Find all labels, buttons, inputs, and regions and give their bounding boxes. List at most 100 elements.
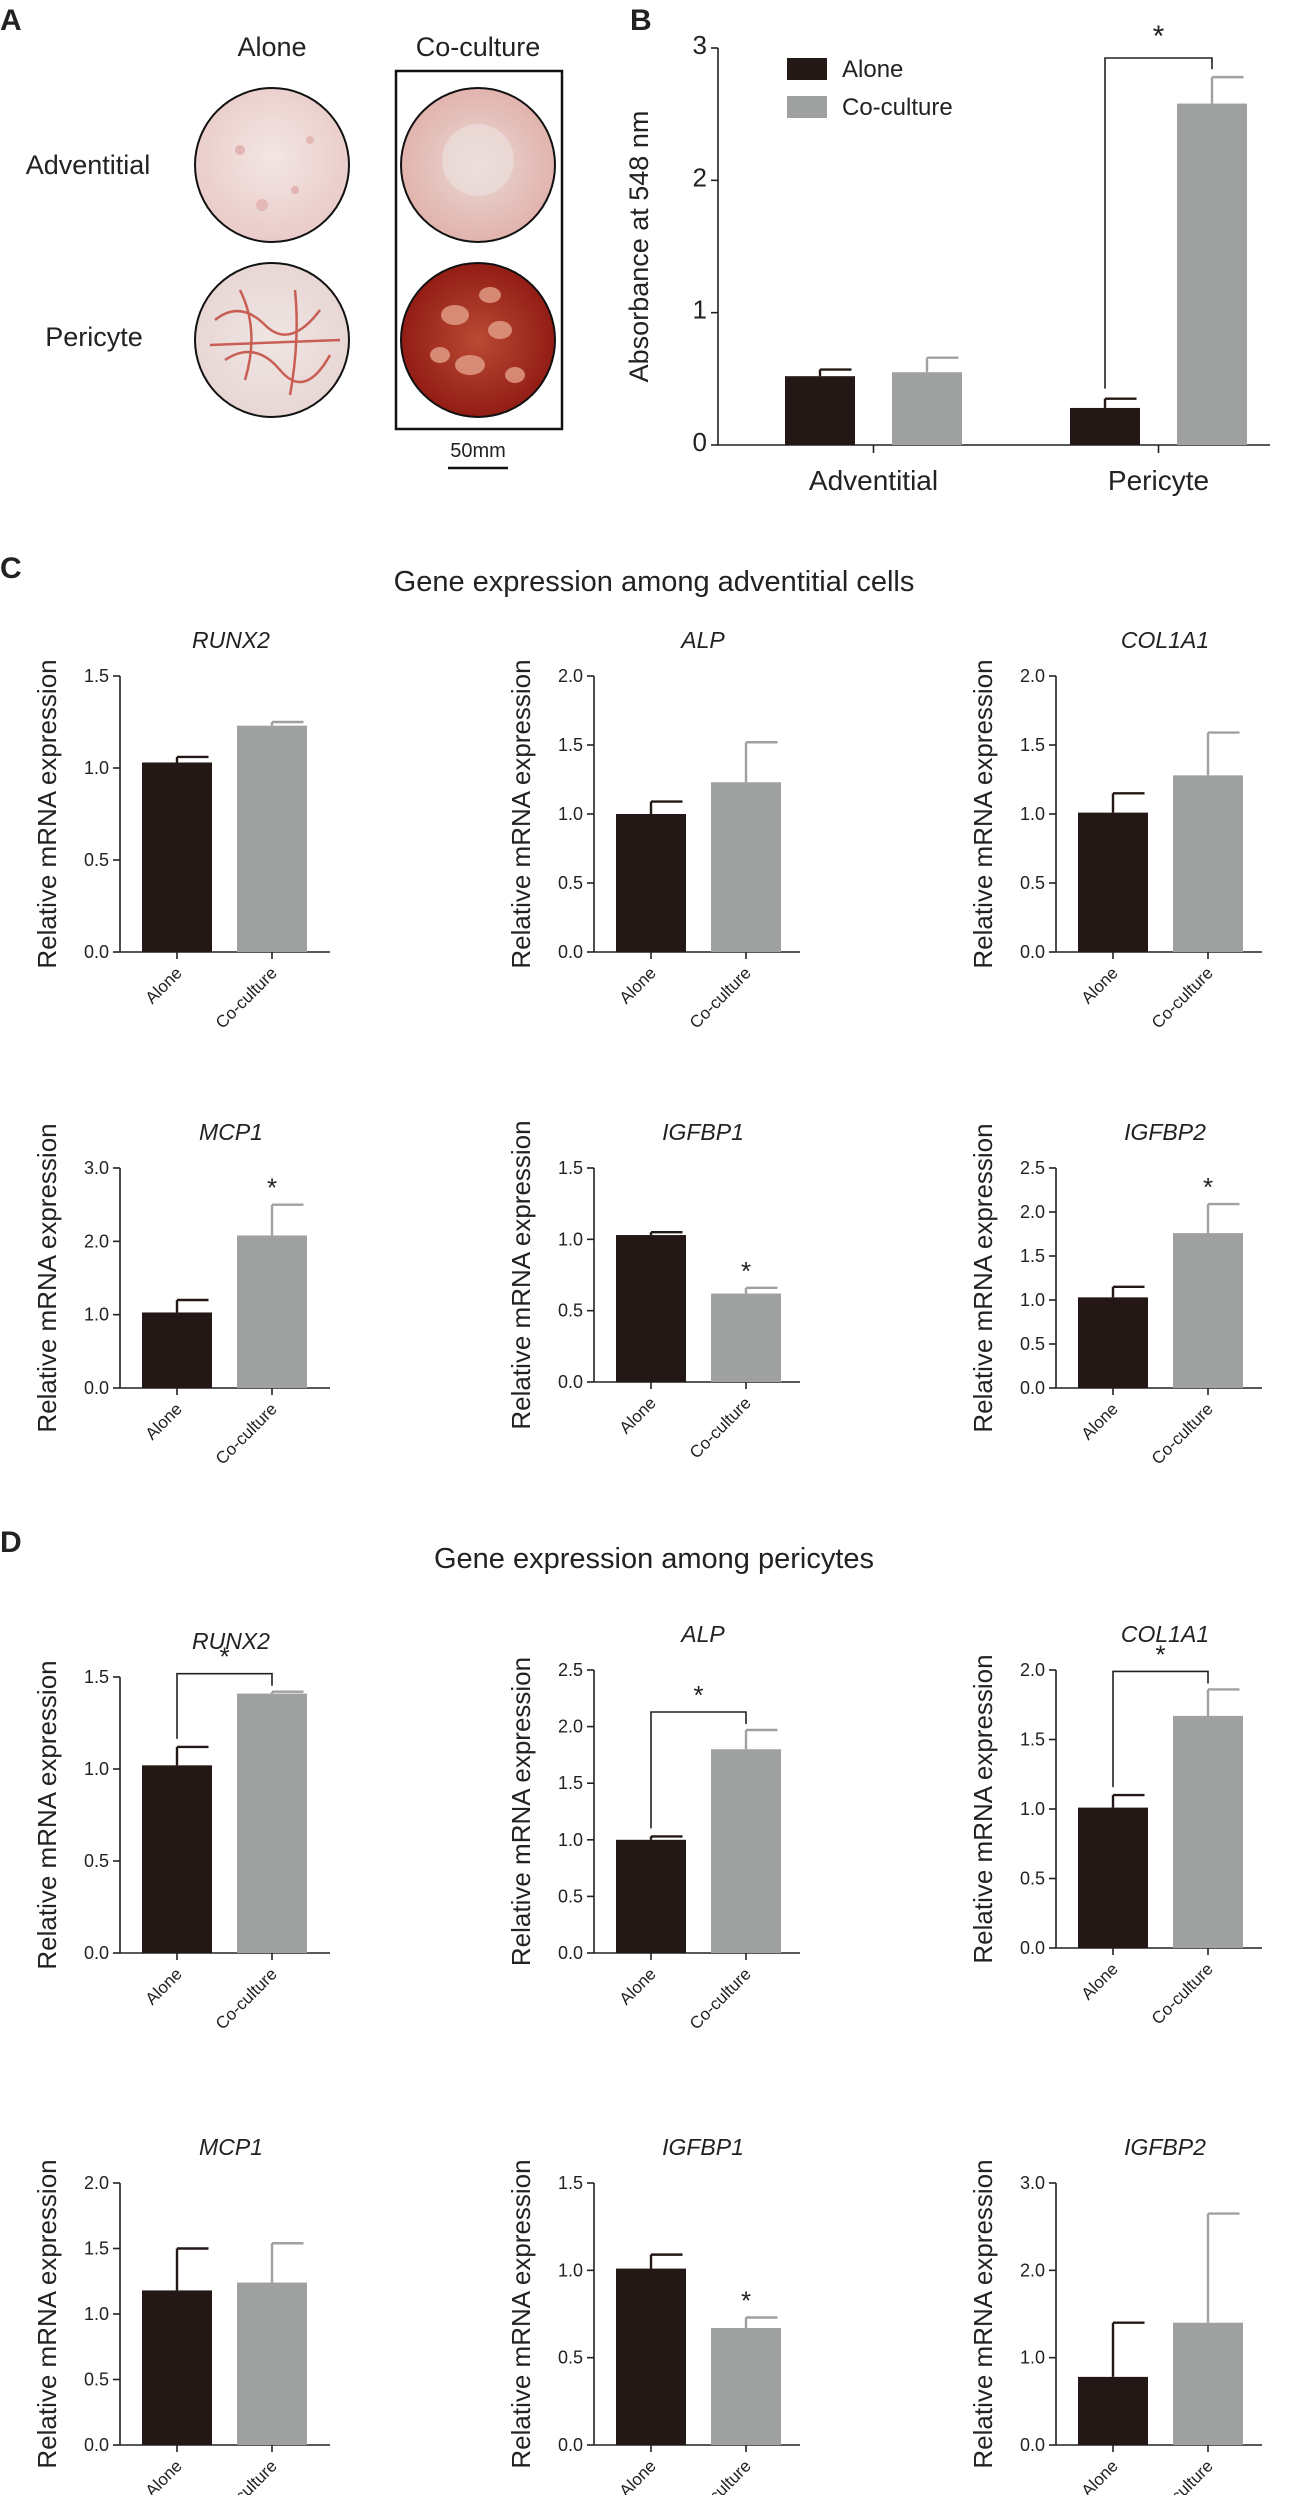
chart-title: IGFBP2 [1124,2134,1206,2160]
y-tick-label: 1 [693,295,707,325]
y-tick-label: 0.0 [84,1943,109,1963]
scale-bar-label: 50mm [450,440,506,462]
x-category-label: Alone [616,1393,660,1437]
y-axis-label: Relative mRNA expression [32,1123,62,1432]
y-tick-label: 0.0 [558,1372,583,1392]
y-tick-label: 1.5 [84,1667,109,1687]
bar-coculture [1173,1233,1243,1388]
bar-alone [1078,2376,1148,2445]
y-tick-label: 1.0 [1020,804,1045,824]
y-tick-label: 3.0 [84,1158,109,1178]
y-tick-label: 0.0 [84,1378,109,1398]
stain-image-adventitial-alone [194,87,350,243]
x-category-label: Adventitial [809,465,938,496]
y-tick-label: 1.5 [84,666,109,686]
bar-alone [785,376,855,445]
col-header-alone: Alone [237,32,306,62]
y-tick-label: 0.0 [84,942,109,962]
bar-coculture [237,725,307,952]
x-category-label: Alone [142,2456,186,2495]
y-tick-label: 1.0 [1020,1290,1045,1310]
chart-c-col1a1: 0.0 0.5 1.0 1.5 2.0 Relative mRNA expression A… [968,627,1262,1032]
chart-title: RUNX2 [192,627,270,653]
y-tick-label: 1.0 [1020,2348,1045,2368]
chart-title: COL1A1 [1121,1621,1209,1647]
bar-coculture [237,1693,307,1953]
y-tick-label: 1.5 [84,2239,109,2259]
chart-d-mcp1: 0.0 0.5 1.0 1.5 2.0 Relative mRNA expression A… [32,2134,330,2495]
y-axis-label: Relative mRNA expression [506,659,536,968]
x-category-label: Alone [1078,1399,1122,1443]
chart-d-igfbp1: 0.0 0.5 1.0 1.5 Relative mRNA expression Alon… [506,2134,800,2495]
y-tick-label: 2.5 [1020,1158,1045,1178]
coculture-frame [394,69,564,431]
x-category-label: Co-culture [686,1964,755,2033]
bar-coculture [711,2327,781,2445]
y-tick-label: 2.0 [1020,1202,1045,1222]
y-axis-label: Relative mRNA expression [32,1660,62,1969]
y-tick-label: 0.5 [1020,873,1045,893]
row-label-pericyte: Pericyte [45,322,143,352]
bar-alone [1070,407,1140,445]
y-axis-label: Relative mRNA expression [506,2159,536,2468]
x-category-label: Co-culture [1148,2456,1217,2495]
y-tick-label: 1.5 [1020,1246,1045,1266]
y-tick-label: 3.0 [1020,2173,1045,2193]
y-tick-label: 1.5 [1020,1730,1045,1750]
bar-alone [142,1312,212,1388]
stain-image-adventitial-coculture [400,87,556,243]
x-category-label: Alone [142,1399,186,1443]
y-tick-label: 1.0 [84,758,109,778]
x-category-label: Co-culture [1148,1959,1217,2028]
bar-coculture [237,2282,307,2445]
chart-title: MCP1 [199,1119,263,1145]
significance-bracket [1112,1670,1209,1788]
y-tick-label: 0.0 [1020,2435,1045,2455]
panel-letter-b: B [630,4,652,37]
y-tick-label: 2.5 [558,1660,583,1680]
y-tick-label: 0.5 [558,1886,583,1906]
y-axis-label: Relative mRNA expression [506,1657,536,1966]
legend-swatch [787,96,827,118]
y-tick-label: 2.0 [558,1717,583,1737]
bar-alone [616,814,686,952]
bar-alone [142,1765,212,1953]
x-category-label: Co-culture [686,2456,755,2495]
y-tick-label: 0.5 [1020,1869,1045,1889]
bar-coculture [1177,103,1247,445]
y-tick-label: 1.5 [558,1773,583,1793]
x-category-label: Alone [1078,1959,1122,2003]
chart-d-col1a1: 0.0 0.5 1.0 1.5 2.0 Relative mRNA expression A… [968,1621,1262,2028]
chart-d-igfbp2: 0.0 1.0 2.0 3.0 Relative mRNA expression Alon… [968,2134,1262,2495]
legend-swatch [787,58,827,80]
bar-alone [616,2268,686,2445]
panel-d-title: Gene expression among pericytes [434,1543,874,1575]
y-tick-label: 1.0 [84,1305,109,1325]
y-tick-label: 2 [693,162,707,192]
y-axis-label: Relative mRNA expression [968,2159,998,2468]
y-tick-label: 0.0 [1020,1378,1045,1398]
y-tick-label: 1.0 [84,2304,109,2324]
y-tick-label: 0.0 [1020,1938,1045,1958]
significance-bracket [176,1672,273,1739]
y-tick-label: 0.5 [558,873,583,893]
legend-label: Co-culture [842,94,953,121]
significance-star: * [741,1256,751,1286]
significance-bracket [1104,57,1213,389]
col-header-coculture: Co-culture [416,32,541,62]
y-tick-label: 0.5 [84,850,109,870]
y-tick-label: 0 [693,427,707,457]
x-category-label: Co-culture [1148,963,1217,1032]
y-tick-label: 0.0 [558,1943,583,1963]
stain-image-pericyte-alone [194,262,350,418]
y-tick-label: 0.5 [558,1301,583,1321]
chart-c-runx2: 0.0 0.5 1.0 1.5 Relative mRNA expression Alon… [32,627,330,1032]
y-tick-label: 1.5 [558,735,583,755]
y-tick-label: 0.0 [84,2435,109,2455]
y-tick-label: 2.0 [1020,2260,1045,2280]
panel-letter-c: C [0,552,22,585]
x-category-label: Co-culture [686,1393,755,1462]
y-tick-label: 0.5 [558,2348,583,2368]
bar-coculture [1173,2322,1243,2445]
bar-coculture [711,1749,781,1953]
